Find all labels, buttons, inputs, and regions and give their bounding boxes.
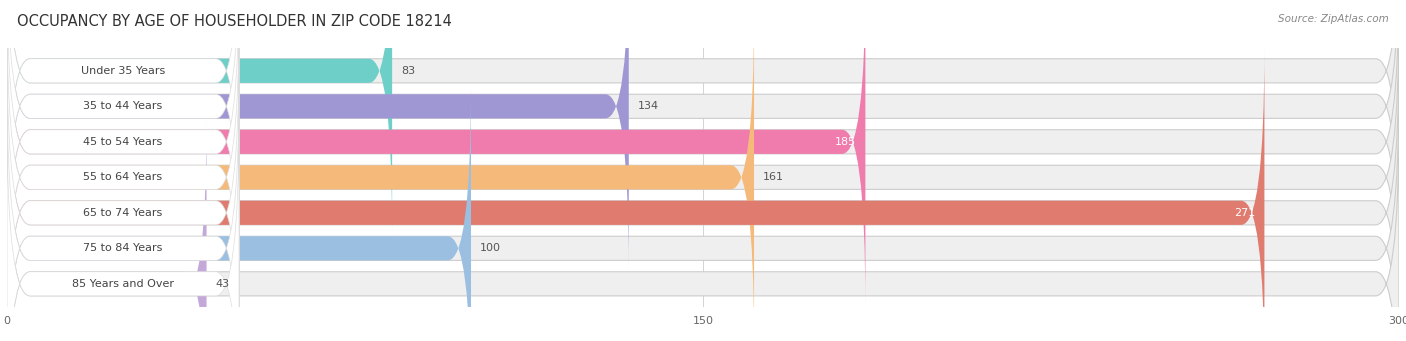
FancyBboxPatch shape [7,12,1399,341]
FancyBboxPatch shape [7,0,1399,307]
Text: 75 to 84 Years: 75 to 84 Years [83,243,163,253]
Text: Under 35 Years: Under 35 Years [82,66,165,76]
FancyBboxPatch shape [7,118,1399,341]
FancyBboxPatch shape [7,0,239,272]
FancyBboxPatch shape [7,0,1399,236]
Text: 100: 100 [481,243,502,253]
FancyBboxPatch shape [7,83,471,341]
FancyBboxPatch shape [7,83,1399,341]
FancyBboxPatch shape [7,0,239,307]
FancyBboxPatch shape [7,0,392,236]
Text: OCCUPANCY BY AGE OF HOUSEHOLDER IN ZIP CODE 18214: OCCUPANCY BY AGE OF HOUSEHOLDER IN ZIP C… [17,14,451,29]
FancyBboxPatch shape [7,0,239,236]
FancyBboxPatch shape [7,12,754,341]
FancyBboxPatch shape [7,0,1399,272]
FancyBboxPatch shape [7,0,628,272]
Text: 65 to 74 Years: 65 to 74 Years [83,208,163,218]
Text: 45 to 54 Years: 45 to 54 Years [83,137,163,147]
FancyBboxPatch shape [7,0,866,307]
FancyBboxPatch shape [7,118,207,341]
Text: 55 to 64 Years: 55 to 64 Years [83,172,163,182]
Text: 83: 83 [402,66,416,76]
Text: 85 Years and Over: 85 Years and Over [72,279,174,289]
Text: 185: 185 [835,137,856,147]
FancyBboxPatch shape [7,47,1264,341]
FancyBboxPatch shape [7,83,239,341]
Text: 134: 134 [638,101,659,111]
Text: Source: ZipAtlas.com: Source: ZipAtlas.com [1278,14,1389,24]
FancyBboxPatch shape [7,118,239,341]
Text: 35 to 44 Years: 35 to 44 Years [83,101,163,111]
FancyBboxPatch shape [7,47,239,341]
Text: 271: 271 [1234,208,1256,218]
Text: 43: 43 [217,279,231,289]
FancyBboxPatch shape [7,47,1399,341]
FancyBboxPatch shape [7,12,239,341]
Text: 161: 161 [763,172,785,182]
